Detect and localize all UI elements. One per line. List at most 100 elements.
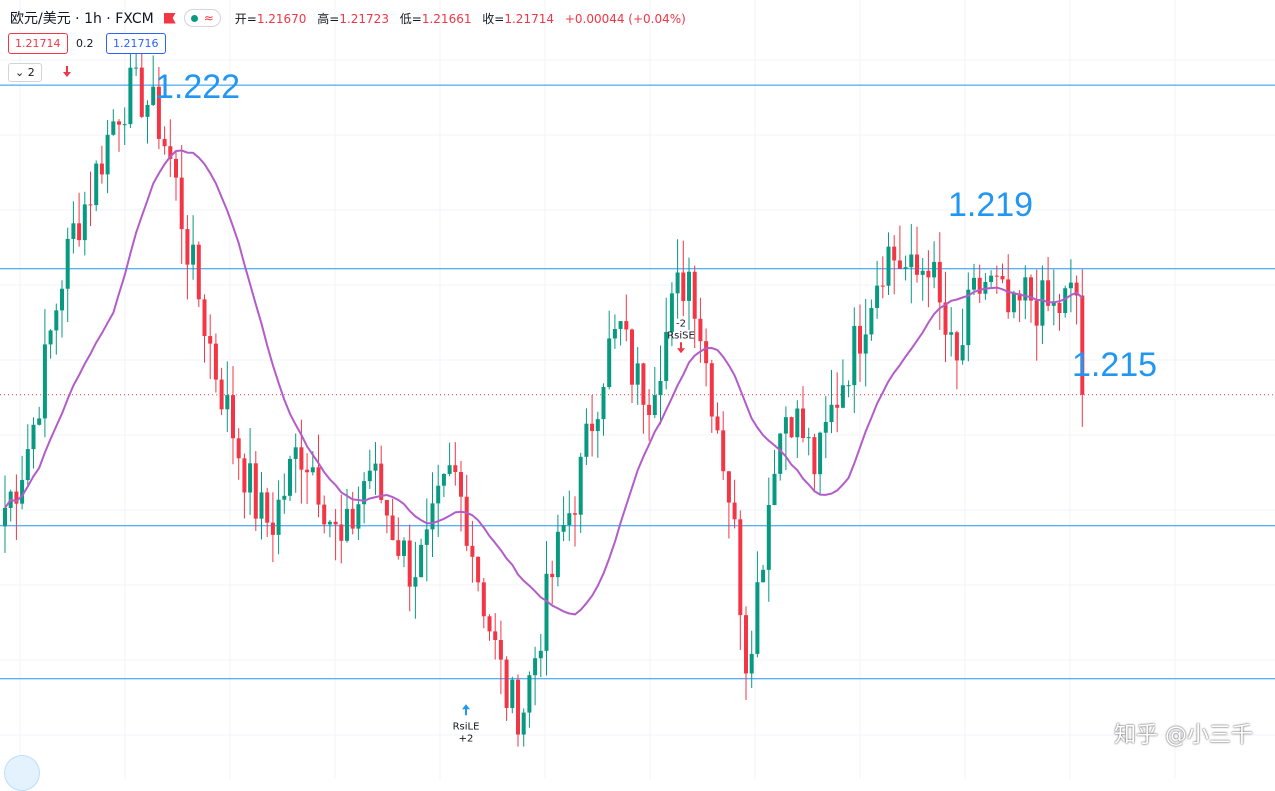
level-label-1215: 1.215 <box>1072 346 1158 384</box>
candle-body <box>219 379 224 410</box>
candle-body <box>681 272 686 301</box>
sell-button[interactable]: 1.21714 <box>8 33 68 54</box>
change-value: +0.00044 (+0.04%) <box>564 11 686 26</box>
candle-body <box>117 121 121 125</box>
candle-body <box>647 404 652 416</box>
tradingview-logo-icon[interactable] <box>4 755 40 791</box>
watermark: 知乎 @小三千 <box>1114 723 1253 748</box>
candle-body <box>3 507 7 527</box>
candle-body <box>322 504 327 525</box>
candle-body <box>937 261 942 303</box>
candle-body <box>231 395 235 439</box>
sell-arrow-icon <box>677 342 685 354</box>
candle-body <box>1068 282 1073 289</box>
candle-body <box>168 146 173 159</box>
candle-body <box>379 463 384 500</box>
horizontal-levels[interactable] <box>0 84 1275 680</box>
candle-body <box>71 223 76 239</box>
signal-le-label: RsiLE <box>453 721 480 732</box>
candle-body <box>1029 277 1033 301</box>
candle-body <box>20 480 25 504</box>
candle-body <box>584 423 589 457</box>
candle-body <box>145 104 150 117</box>
candle-body <box>749 653 754 674</box>
candle-body <box>453 465 458 473</box>
candle-body <box>555 531 560 578</box>
candle-body <box>139 67 144 117</box>
candle-body <box>350 508 355 529</box>
candle-body <box>761 569 766 583</box>
candle-body <box>356 504 361 529</box>
market-status-toggle[interactable]: ≈ <box>183 9 221 27</box>
candle-body <box>926 270 931 278</box>
buy-button[interactable]: 1.21716 <box>106 33 166 54</box>
candle-body <box>293 447 298 459</box>
candle-body <box>806 437 811 439</box>
candle-body <box>1040 280 1045 326</box>
candle-body <box>721 430 726 472</box>
candle-body <box>869 307 874 335</box>
red-flag-icon[interactable] <box>163 12 176 24</box>
candle-body <box>191 244 196 265</box>
candle-body <box>835 404 840 408</box>
candle-body <box>134 67 139 69</box>
candle-body <box>327 521 332 525</box>
candle-body <box>1017 293 1022 301</box>
indicator-collapse-button[interactable]: ⌄ 2 <box>8 63 42 82</box>
candle-body <box>225 395 230 410</box>
candle-body <box>687 271 691 301</box>
candle-body <box>527 675 532 713</box>
candle-body <box>709 363 714 417</box>
candle-body <box>65 238 70 289</box>
candle-body <box>675 272 680 294</box>
chevron-down-icon: ⌄ <box>15 66 25 79</box>
candle-body <box>419 544 424 578</box>
candle-body <box>852 325 857 386</box>
candle-body <box>407 540 412 587</box>
candle-body <box>345 508 349 541</box>
level-label-1222: 1.222 <box>155 68 241 106</box>
candle-body <box>54 310 59 331</box>
candle-body <box>635 363 640 385</box>
candle-body <box>248 463 253 493</box>
candle-body <box>436 485 441 504</box>
candle-body <box>892 246 897 261</box>
candle-body <box>48 330 53 345</box>
candle-body <box>630 329 634 385</box>
candle-body <box>504 659 509 708</box>
candle-body <box>1057 302 1062 313</box>
candle-body <box>202 299 207 337</box>
candle-body <box>208 336 213 344</box>
signal-se-count: -2 <box>676 318 686 329</box>
candle-body <box>618 321 623 329</box>
candle-body <box>538 650 543 659</box>
candle-body <box>664 331 669 382</box>
candle-body <box>595 419 600 432</box>
candle-body <box>1046 280 1051 306</box>
candle-body <box>738 519 743 616</box>
candle-body <box>1051 302 1056 306</box>
symbol-title[interactable]: 欧元/美元 · 1h · FXCM <box>10 11 154 27</box>
candle-body <box>459 472 463 497</box>
signal-le-count: +2 <box>459 733 474 744</box>
candle-body <box>897 260 902 269</box>
candle-body <box>174 158 178 178</box>
candle-body <box>818 432 823 475</box>
low-value: 1.21661 <box>421 11 472 26</box>
buy-arrow-icon <box>462 704 470 716</box>
close-value: 1.21714 <box>504 11 554 26</box>
candle-body <box>989 275 994 282</box>
candle-body <box>772 473 777 506</box>
candle-body <box>840 385 845 408</box>
candle-body <box>698 318 703 342</box>
candle-body <box>99 163 104 175</box>
candle-body <box>601 387 606 420</box>
candle-body <box>196 244 201 300</box>
candle-body <box>185 229 190 265</box>
moving-average-line <box>4 149 1083 616</box>
open-value: 1.21670 <box>256 11 307 26</box>
candle-body <box>367 470 372 482</box>
candle-body <box>915 254 919 275</box>
candle-body <box>487 616 492 632</box>
